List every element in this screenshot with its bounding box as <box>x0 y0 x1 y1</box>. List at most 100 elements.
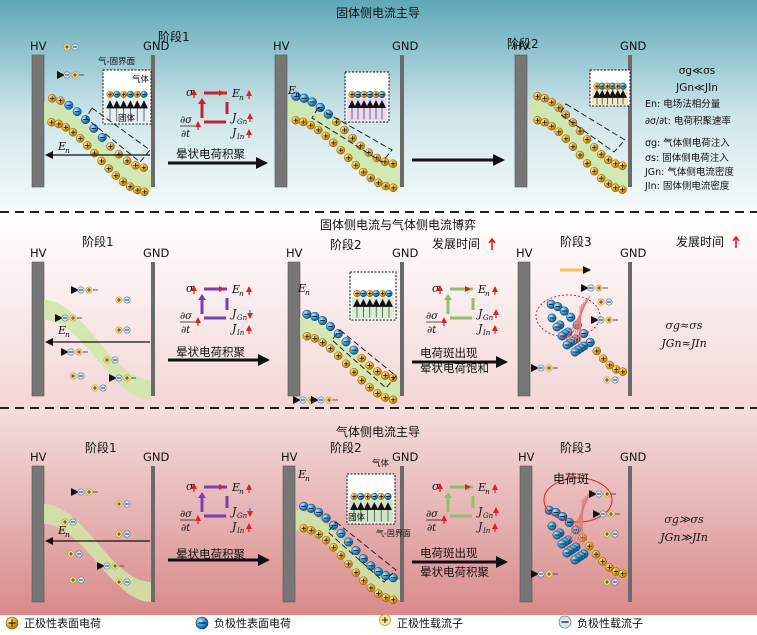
symbol-legend-line: ∂σ/∂t: 电荷积聚速率 <box>645 115 731 127</box>
plus-sign-icon <box>614 367 619 372</box>
plus-sign-icon <box>367 291 372 296</box>
plus-sign-icon <box>116 152 122 157</box>
plus-sign-icon <box>63 520 67 524</box>
plus-sign-icon <box>620 369 625 374</box>
hv-electrode <box>517 261 531 397</box>
plus-sign-icon <box>351 369 357 375</box>
plus-sign-icon <box>343 361 349 367</box>
plus-sign-icon <box>87 288 91 292</box>
plus-sign-icon <box>383 595 389 600</box>
plus-sign-icon <box>379 494 384 499</box>
plus-sign-icon <box>563 112 569 117</box>
plus-sign-icon <box>591 169 597 174</box>
charge-legend: 正极性表面电荷 负极性表面电荷 正极性载流子 负极性载流子 <box>5 614 643 630</box>
plus-sign-icon <box>316 532 321 537</box>
row1-stage1-label: 阶段1 <box>158 29 190 44</box>
plus-sign-icon <box>605 580 609 584</box>
plus-sign-icon <box>334 119 339 125</box>
injection-ray <box>573 493 589 543</box>
hv-label: HV <box>286 246 303 260</box>
gnd-label: GND <box>620 246 647 260</box>
plus-sign-icon <box>308 528 314 533</box>
plus-sign-icon <box>376 180 381 185</box>
field-label-e: E <box>297 282 306 295</box>
row3-relation-j: JGn≫JIn <box>658 531 708 544</box>
plus-sign-icon <box>117 298 121 302</box>
plus-sign-icon <box>613 185 618 190</box>
plus-sign-icon <box>113 564 117 568</box>
plus-sign-icon <box>105 358 109 362</box>
loop-arrow-head-icon <box>198 492 206 498</box>
plus-sign-icon <box>56 121 61 127</box>
plus-sign-icon <box>142 189 147 194</box>
plus-sign-icon <box>599 300 603 304</box>
plus-sign-icon <box>71 316 75 320</box>
plus-sign-icon <box>141 165 147 170</box>
plus-sign-icon <box>328 346 333 351</box>
legend-label: 负极性表面电荷 <box>214 616 291 630</box>
plus-sign-icon <box>376 591 381 596</box>
plus-sign-icon <box>355 291 359 296</box>
row1-symbol-legend: σg≪σs JGn≪JIn En: 电场法相分量 ∂σ/∂t: 电荷积聚速率 σg: 气… <box>644 65 734 192</box>
dsigma-symbol: ∂σ <box>426 509 439 520</box>
hv-label: HV <box>513 39 530 53</box>
plus-sign-icon <box>607 565 612 570</box>
en-symbol: E <box>231 481 240 494</box>
plus-sign-icon <box>375 369 380 374</box>
row2-dev-time-2: 发展时间 <box>676 234 724 249</box>
plus-sign-icon <box>65 45 69 49</box>
plus-sign-icon <box>383 373 388 378</box>
plus-sign-icon <box>133 163 138 168</box>
symbol-legend-line: En: 电场法相分量 <box>645 98 721 110</box>
plus-sign-icon <box>359 378 364 383</box>
plus-sign-icon <box>93 386 97 390</box>
row3-stage2-label: 阶段2 <box>330 440 362 455</box>
row3-relation-sigma: σg≫σs <box>664 513 704 526</box>
gnd-label: GND <box>143 450 170 464</box>
dt-symbol: ∂t <box>181 325 191 336</box>
plus-sign-icon <box>365 494 370 499</box>
plus-sign-icon <box>320 340 325 345</box>
plus-sign-icon <box>8 619 16 627</box>
en-symbol-sub: n <box>239 93 244 102</box>
jin-sub: In <box>236 329 245 337</box>
gnd-label: GND <box>392 450 419 464</box>
plus-sign-icon <box>606 157 611 163</box>
plus-sign-icon <box>547 366 551 370</box>
plus-sign-icon <box>577 128 583 134</box>
jgn-symbol: J <box>230 307 237 320</box>
plus-sign-icon <box>336 353 341 358</box>
plus-sign-icon <box>49 96 55 101</box>
jin-symbol: J <box>230 322 237 335</box>
legend-label: 负极性载流子 <box>577 616 643 630</box>
row1-stage2-label: 阶段2 <box>507 36 539 51</box>
plus-sign-icon <box>323 537 329 543</box>
symbol-legend-line: JGn: 气体侧电流密度 <box>644 166 734 178</box>
gnd-electrode <box>400 262 404 396</box>
row2-arrow2-label-b: 晕状电荷饱和 <box>420 361 489 375</box>
jgn-symbol: J <box>230 111 237 124</box>
plus-sign-icon <box>127 184 133 189</box>
hv-label: HV <box>281 450 298 464</box>
plus-sign-icon <box>374 92 378 97</box>
row1-interface-label: 气-固界面 <box>98 56 136 67</box>
jin-sub: In <box>236 527 245 535</box>
gnd-label: GND <box>620 39 647 53</box>
jin-sub: In <box>482 527 491 535</box>
plus-sign-icon <box>117 532 121 536</box>
plus-sign-icon <box>600 559 605 564</box>
row1-title: 固体侧电流主导 <box>336 6 420 20</box>
stage-arrow-head-icon <box>496 356 508 368</box>
plus-sign-icon <box>77 350 81 354</box>
hv-label: HV <box>516 246 533 260</box>
insulator-band <box>44 102 151 192</box>
plus-sign-icon <box>570 144 576 149</box>
inset-solid-region <box>347 98 387 121</box>
field-label-e: E <box>57 140 66 153</box>
plus-sign-icon <box>556 105 561 110</box>
insulator-band <box>44 300 151 400</box>
stage-arrow-head-icon <box>256 157 268 169</box>
plus-sign-icon <box>535 118 540 123</box>
